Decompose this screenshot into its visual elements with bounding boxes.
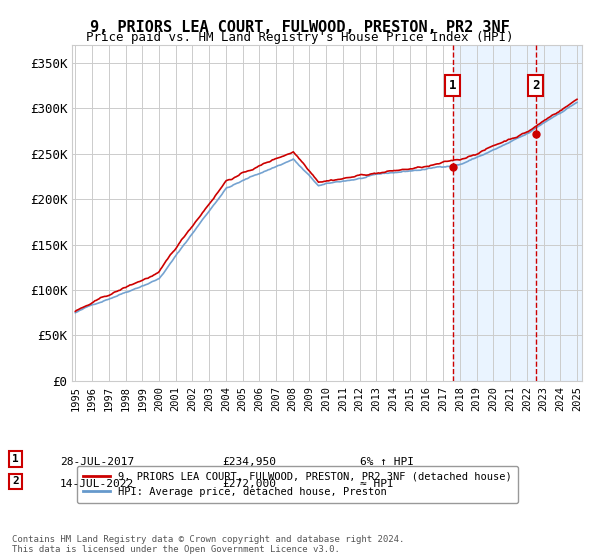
Text: Price paid vs. HM Land Registry's House Price Index (HPI): Price paid vs. HM Land Registry's House … bbox=[86, 31, 514, 44]
Text: 2: 2 bbox=[532, 79, 539, 92]
Text: ≈ HPI: ≈ HPI bbox=[360, 479, 394, 489]
Text: 9, PRIORS LEA COURT, FULWOOD, PRESTON, PR2 3NF: 9, PRIORS LEA COURT, FULWOOD, PRESTON, P… bbox=[90, 20, 510, 35]
Text: 1: 1 bbox=[449, 79, 457, 92]
Bar bbox=[453, 45, 594, 381]
Text: Contains HM Land Registry data © Crown copyright and database right 2024.
This d: Contains HM Land Registry data © Crown c… bbox=[12, 535, 404, 554]
Text: 1: 1 bbox=[12, 454, 19, 464]
Legend: 9, PRIORS LEA COURT, FULWOOD, PRESTON, PR2 3NF (detached house), HPI: Average pr: 9, PRIORS LEA COURT, FULWOOD, PRESTON, P… bbox=[77, 465, 518, 503]
Text: 14-JUL-2022: 14-JUL-2022 bbox=[60, 479, 134, 489]
Text: £234,950: £234,950 bbox=[222, 457, 276, 467]
Text: £272,000: £272,000 bbox=[222, 479, 276, 489]
Text: 2: 2 bbox=[12, 477, 19, 487]
Text: 6% ↑ HPI: 6% ↑ HPI bbox=[360, 457, 414, 467]
Text: 28-JUL-2017: 28-JUL-2017 bbox=[60, 457, 134, 467]
